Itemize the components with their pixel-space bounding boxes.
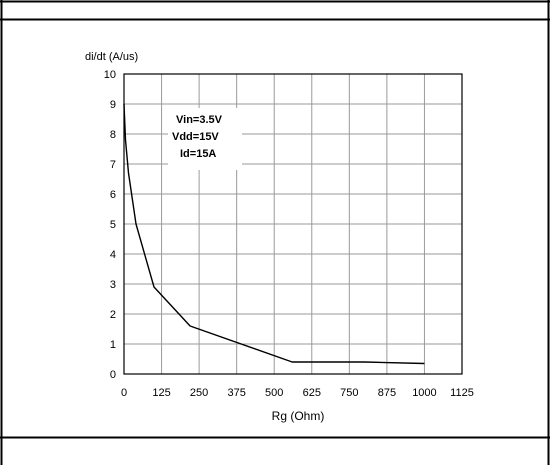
y-tick-label: 3 [110,279,116,291]
y-tick-label: 1 [110,339,116,351]
y-axis-label: di/dt (A/us) [85,51,138,63]
y-tick-label: 8 [110,129,116,141]
annotation-id: Id=15A [180,148,216,160]
y-tick-label: 0 [110,369,116,381]
x-tick-label: 125 [152,387,170,399]
x-tick-label: 1000 [412,387,436,399]
annotation-vdd: Vdd=15V [172,131,219,143]
x-tick-labels: 0 125 250 375 500 625 750 875 1000 1125 [121,387,474,399]
y-tick-labels: 0 1 2 3 4 5 6 7 8 9 10 [104,69,116,381]
annotation-vin: Vin=3.5V [176,114,223,126]
y-tick-label: 4 [110,249,116,261]
y-tick-label: 2 [110,309,116,321]
x-tick-label: 0 [121,387,127,399]
annotation-box [168,108,242,170]
x-tick-label: 250 [190,387,208,399]
y-tick-label: 7 [110,159,116,171]
grid [124,74,462,374]
x-tick-label: 375 [227,387,245,399]
y-tick-label: 9 [110,99,116,111]
x-axis-label: Rg (Ohm) [272,409,325,423]
x-tick-label: 625 [303,387,321,399]
chart: 0 1 2 3 4 5 6 7 8 9 10 0 125 250 375 500 625 750 875 1000 1… [85,51,474,423]
y-tick-label: 5 [110,219,116,231]
plot-area-border [123,73,463,375]
series-line [123,103,425,365]
x-tick-label: 750 [340,387,358,399]
x-tick-label: 1125 [450,387,474,399]
y-tick-label: 6 [110,189,116,201]
y-tick-label: 10 [104,69,116,81]
x-tick-label: 875 [378,387,396,399]
series-layer [123,103,425,365]
x-tick-label: 500 [265,387,283,399]
